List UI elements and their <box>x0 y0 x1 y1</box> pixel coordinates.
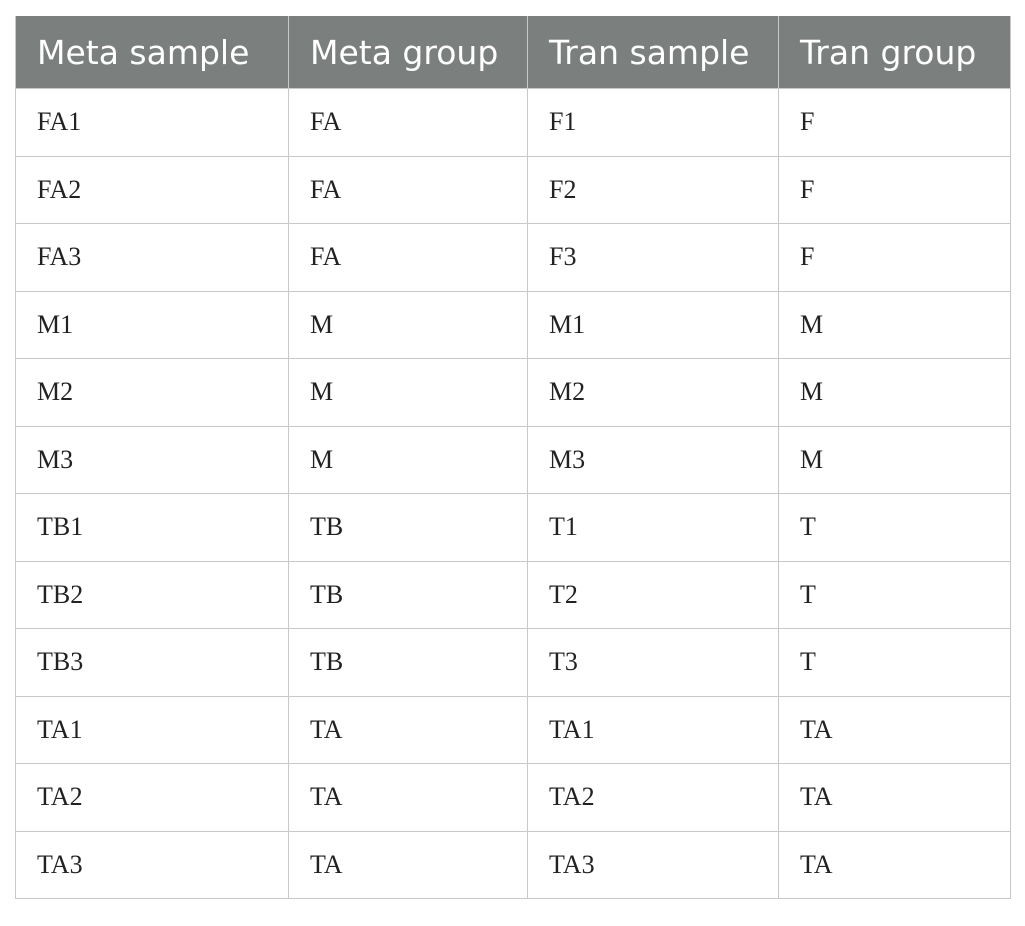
header-cell: Tran group <box>778 16 1011 89</box>
table-cell: TB <box>288 560 528 629</box>
header-cell: Meta group <box>288 16 528 89</box>
header-cell: Meta sample <box>15 16 289 89</box>
table-cell: FA <box>288 155 528 224</box>
table-cell: T <box>778 628 1011 697</box>
table-cell: M <box>288 358 528 427</box>
table-cell: TA <box>778 695 1011 764</box>
table-cell: T <box>778 560 1011 629</box>
table-cell: FA1 <box>15 88 289 157</box>
table-cell: F3 <box>527 223 779 292</box>
table-row: TA1 TA TA1 TA <box>15 695 1011 764</box>
table-cell: TA <box>778 763 1011 832</box>
header-cell: Tran sample <box>527 16 779 89</box>
table-cell: M <box>288 290 528 359</box>
table-cell: TA1 <box>527 695 779 764</box>
table-row: FA2 FA F2 F <box>15 155 1011 224</box>
table-cell: TA <box>288 830 528 899</box>
table-cell: TA2 <box>527 763 779 832</box>
table-cell: M <box>778 425 1011 494</box>
table-row: TA3 TA TA3 TA <box>15 830 1011 899</box>
table-row: TB3 TB T3 T <box>15 628 1011 697</box>
table-cell: FA2 <box>15 155 289 224</box>
table-cell: F <box>778 223 1011 292</box>
table-row: FA1 FA F1 F <box>15 88 1011 157</box>
table-cell: TA3 <box>15 830 289 899</box>
table-cell: M <box>288 425 528 494</box>
table-row: M2 M M2 M <box>15 358 1011 427</box>
table-cell: M1 <box>15 290 289 359</box>
table-cell: TB2 <box>15 560 289 629</box>
table-cell: T3 <box>527 628 779 697</box>
table-row: M3 M M3 M <box>15 425 1011 494</box>
table-cell: M3 <box>15 425 289 494</box>
table-cell: M <box>778 290 1011 359</box>
table-cell: M <box>778 358 1011 427</box>
table-cell: TB1 <box>15 493 289 562</box>
table-row: TB2 TB T2 T <box>15 560 1011 629</box>
table-cell: FA <box>288 223 528 292</box>
table-cell: TA1 <box>15 695 289 764</box>
table-cell: TA <box>778 830 1011 899</box>
table-row: FA3 FA F3 F <box>15 223 1011 292</box>
sample-table: Meta sample Meta group Tran sample Tran gro… <box>15 16 1011 899</box>
table-row: TA2 TA TA2 TA <box>15 763 1011 832</box>
table-cell: M2 <box>15 358 289 427</box>
table-body: FA1 FA F1 F FA2 FA F2 F FA3 FA F3 F M1 M M1 M M2 M M2 M M3 M M… <box>15 88 1011 899</box>
table-cell: TA <box>288 695 528 764</box>
table-cell: F <box>778 155 1011 224</box>
table-cell: F1 <box>527 88 779 157</box>
table-cell: T2 <box>527 560 779 629</box>
table-cell: T <box>778 493 1011 562</box>
header-row: Meta sample Meta group Tran sample Tran gro… <box>15 16 1011 89</box>
table-row: M1 M M1 M <box>15 290 1011 359</box>
table-cell: M2 <box>527 358 779 427</box>
table-cell: TB <box>288 493 528 562</box>
table-cell: M3 <box>527 425 779 494</box>
table-cell: T1 <box>527 493 779 562</box>
table-cell: FA <box>288 88 528 157</box>
table-cell: TB <box>288 628 528 697</box>
table-cell: M1 <box>527 290 779 359</box>
table-cell: TA <box>288 763 528 832</box>
table-row: TB1 TB T1 T <box>15 493 1011 562</box>
table-cell: TB3 <box>15 628 289 697</box>
table-cell: TA2 <box>15 763 289 832</box>
table-cell: FA3 <box>15 223 289 292</box>
table-cell: F2 <box>527 155 779 224</box>
table-cell: F <box>778 88 1011 157</box>
table-cell: TA3 <box>527 830 779 899</box>
table-header: Meta sample Meta group Tran sample Tran gro… <box>15 16 1011 89</box>
